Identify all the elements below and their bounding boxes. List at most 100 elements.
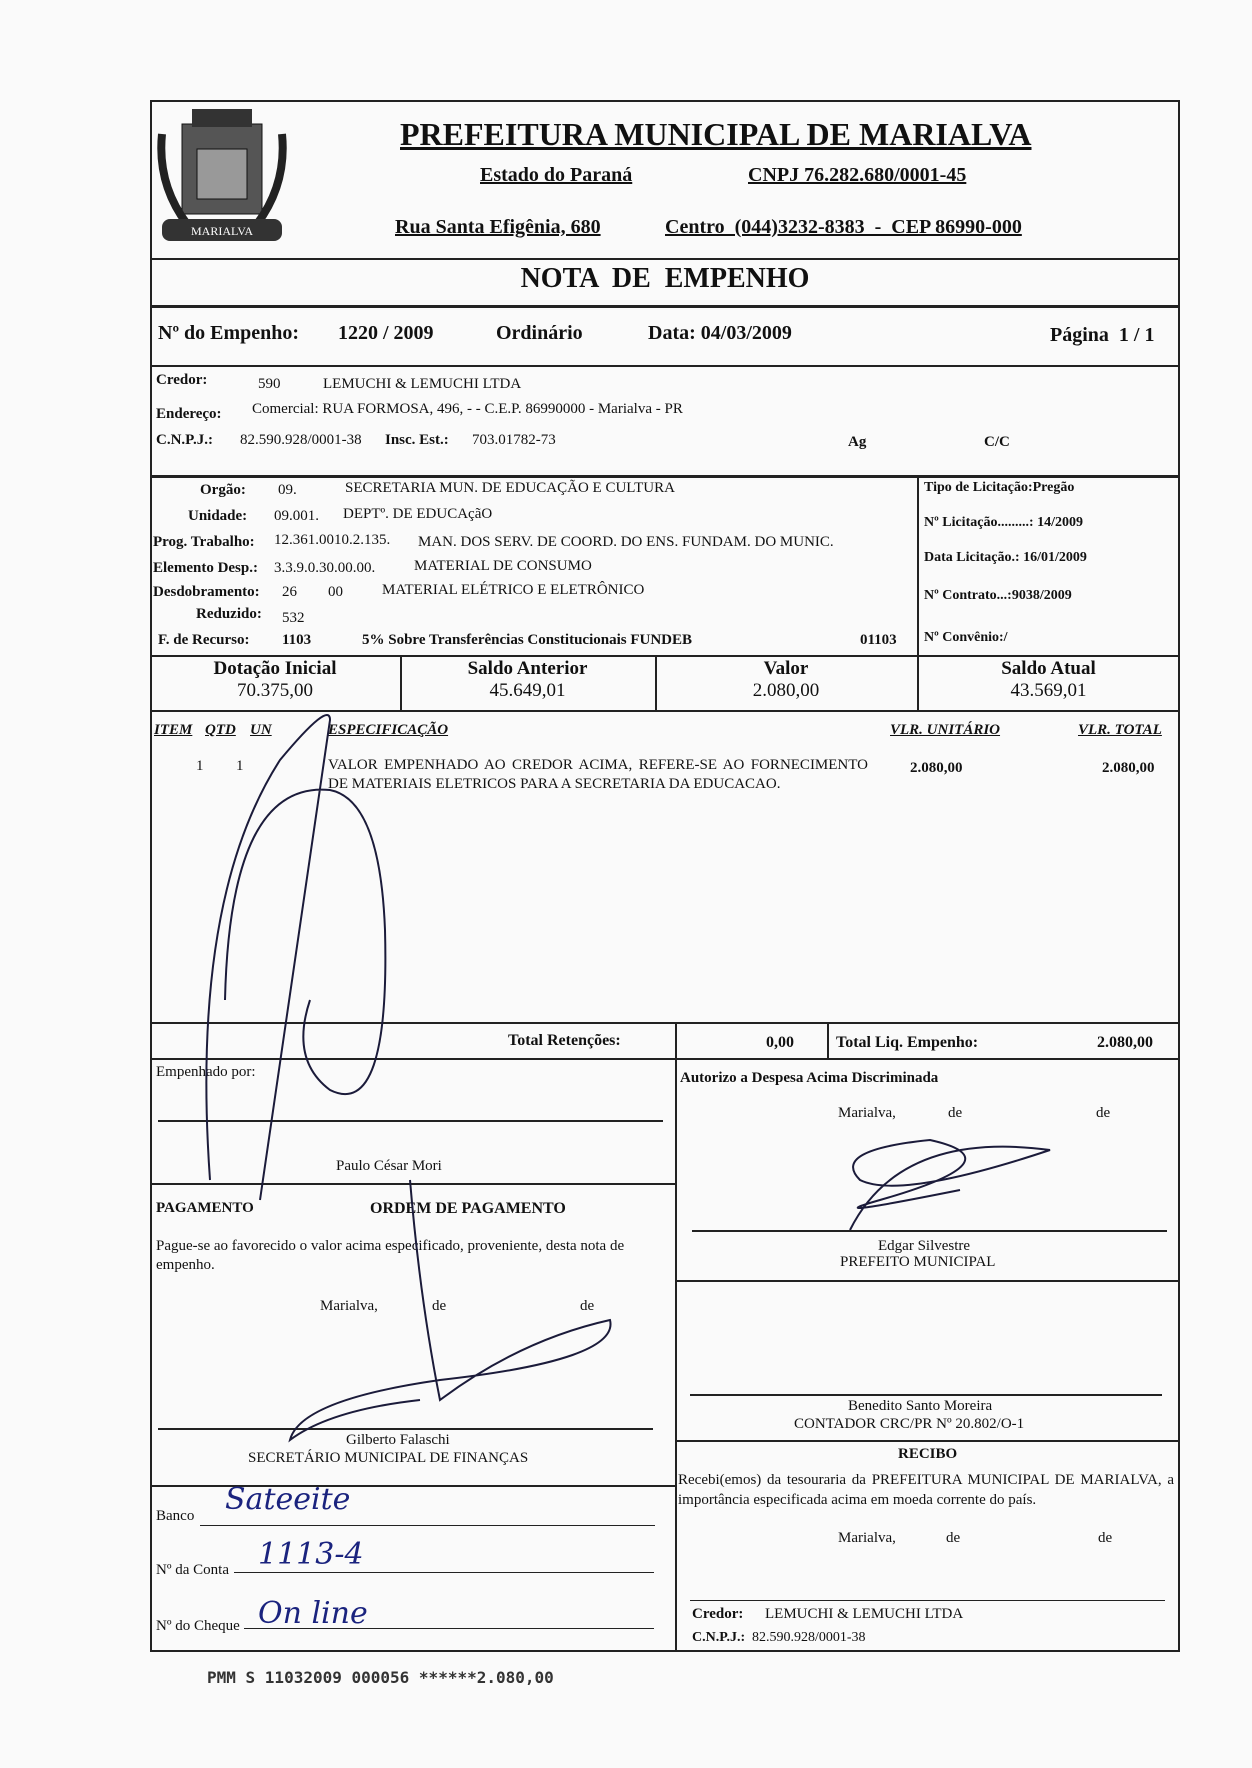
- financas-role: SECRETÁRIO MUNICIPAL DE FINANÇAS: [248, 1450, 529, 1466]
- saldo-anterior: Saldo Anterior 45.649,01: [400, 658, 655, 702]
- state: Estado do Paraná: [480, 164, 633, 186]
- recurso-code: 1103: [282, 632, 312, 648]
- tipo-licitacao: Tipo de Licitação:Pregão: [924, 480, 1075, 495]
- municipality-title: PREFEITURA MUNICIPAL DE MARIALVA: [400, 116, 1032, 152]
- saldo-dotacao-inicial: Dotação Inicial 70.375,00: [150, 658, 400, 702]
- desdobramento: MATERIAL ELÉTRICO E ELETRÔNICO: [382, 582, 645, 598]
- recibo-credor-label: Credor:: [692, 1606, 744, 1622]
- recurso-number: 01103: [860, 632, 897, 648]
- page-number: Página 1 / 1: [1050, 324, 1155, 346]
- ordem-pagamento-title: ORDEM DE PAGAMENTO: [370, 1200, 566, 1217]
- credor-cnpj: 82.590.928/0001-38: [240, 432, 362, 448]
- col-un: UN: [250, 722, 272, 738]
- retencoes-label: Total Retenções:: [508, 1032, 621, 1049]
- elemento-code: 3.3.9.0.30.00.00.: [274, 560, 376, 576]
- credor-address: Comercial: RUA FORMOSA, 496, - - C.E.P. …: [252, 401, 683, 417]
- recurso: 5% Sobre Transferências Constitucionais …: [362, 632, 693, 648]
- liquido-label: Total Liq. Empenho:: [836, 1034, 979, 1051]
- item-total-value: 2.080,00: [1102, 760, 1155, 776]
- credor-name: LEMUCHI & LEMUCHI LTDA: [323, 376, 522, 392]
- cnpj-label: C.N.P.J.:: [156, 432, 213, 448]
- elemento: MATERIAL DE CONSUMO: [414, 558, 592, 574]
- saldo-label: Valor: [763, 658, 809, 679]
- desdobramento-code: 26: [282, 584, 297, 600]
- pagamento-label: PAGAMENTO: [156, 1200, 254, 1216]
- cheque-field[interactable]: On line: [258, 1596, 368, 1631]
- recibo-credor: LEMUCHI & LEMUCHI LTDA: [765, 1606, 964, 1622]
- empenhado-name: Paulo César Mori: [336, 1158, 442, 1174]
- pagamento-de2: de: [580, 1298, 595, 1314]
- saldo-value: 45.649,01: [489, 680, 566, 701]
- autorizo-de1: de: [948, 1105, 963, 1121]
- saldo-atual: Saldo Atual 43.569,01: [917, 658, 1180, 702]
- header-address: Rua Santa Efigênia, 680: [395, 216, 601, 238]
- unidade: DEPTº. DE EDUCAçãO: [343, 506, 493, 522]
- col-spec: ESPECIFICAÇÃO: [328, 722, 449, 738]
- empenho-type: Ordinário: [496, 322, 583, 344]
- autorizo-place: Marialva,: [838, 1105, 896, 1121]
- saldo-value: 2.080,00: [752, 680, 820, 701]
- empenho-label: Nº do Empenho:: [158, 322, 300, 344]
- desdobramento-label: Desdobramento:: [153, 584, 260, 600]
- orgao-code: 09.: [278, 482, 297, 498]
- saldo-valor: Valor 2.080,00: [655, 658, 917, 702]
- item-unit-value: 2.080,00: [910, 760, 963, 776]
- conta-label: Nº da Conta: [156, 1562, 229, 1578]
- ie-label: Insc. Est.:: [385, 432, 449, 448]
- prefeito-name: Edgar Silvestre: [878, 1238, 971, 1254]
- form-frame: [150, 100, 1180, 1652]
- col-total: VLR. TOTAL: [1078, 722, 1162, 738]
- recurso-label: F. de Recurso:: [158, 632, 250, 648]
- liquido-value: 2.080,00: [1097, 1034, 1153, 1051]
- banco-label: Banco: [156, 1508, 195, 1524]
- numero-licitacao: Nº Licitação.........: 14/2009: [924, 515, 1083, 530]
- col-item: ITEM: [154, 722, 193, 738]
- autorizo-de2: de: [1096, 1105, 1111, 1121]
- saldo-label: Dotação Inicial: [213, 658, 337, 679]
- cashier-stamp: PMM S 11032009 000056 ******2.080,00: [207, 1668, 554, 1687]
- data-licitacao: Data Licitação.: 16/01/2009: [924, 550, 1087, 565]
- recibo-de1: de: [946, 1530, 961, 1546]
- pagamento-de1: de: [432, 1298, 447, 1314]
- recibo-text: Recebi(emos) da tesouraria da PREFEITURA…: [678, 1472, 1174, 1508]
- numero-contrato: Nº Contrato...:9038/2009: [924, 588, 1072, 603]
- item-spec: VALOR EMPENHADO AO CREDOR ACIMA, REFERE-…: [328, 757, 868, 792]
- prog-code: 12.361.0010.2.135.: [274, 532, 391, 548]
- empenho-date: Data: 04/03/2009: [648, 322, 792, 344]
- saldo-value: 70.375,00: [237, 680, 313, 701]
- unidade-label: Unidade:: [188, 508, 248, 524]
- recibo-title: RECIBO: [898, 1446, 958, 1462]
- pagamento-text: Pague-se ao favorecido o valor acima esp…: [156, 1238, 625, 1273]
- cc-label: C/C: [984, 434, 1010, 450]
- recibo-place: Marialva,: [838, 1530, 896, 1546]
- recibo-de2: de: [1098, 1530, 1113, 1546]
- col-qtd: QTD: [205, 722, 236, 738]
- orgao: SECRETARIA MUN. DE EDUCAÇÃO E CULTURA: [345, 480, 675, 496]
- numero-convenio: Nº Convênio:/: [924, 630, 1008, 645]
- item-qtd: 1: [236, 758, 244, 774]
- retencoes-value: 0,00: [766, 1034, 794, 1051]
- financas-name: Gilberto Falaschi: [346, 1432, 450, 1448]
- orgao-label: Orgão:: [200, 482, 246, 498]
- pagamento-place: Marialva,: [320, 1298, 378, 1314]
- unidade-code: 09.001.: [274, 508, 319, 524]
- credor-label: Credor:: [156, 372, 208, 388]
- credor-code: 590: [258, 376, 281, 392]
- header-cnpj: CNPJ 76.282.680/0001-45: [748, 164, 967, 186]
- item-number: 1: [196, 758, 204, 774]
- banco-field[interactable]: Sateeite: [225, 1482, 351, 1517]
- reduzido-label: Reduzido:: [196, 606, 262, 622]
- empenho-number: 1220 / 2009: [338, 322, 434, 344]
- address-label: Endereço:: [156, 406, 222, 422]
- contador-role: CONTADOR CRC/PR Nº 20.802/O-1: [794, 1416, 1025, 1432]
- recibo-cnpj: 82.590.928/0001-38: [752, 1630, 866, 1645]
- header-contact: Centro (044)3232-8383 - CEP 86990-000: [665, 216, 1022, 238]
- saldo-label: Saldo Atual: [1001, 658, 1096, 679]
- saldo-label: Saldo Anterior: [467, 658, 588, 679]
- conta-field[interactable]: 1113-4: [258, 1537, 364, 1572]
- document-title: NOTA DE EMPENHO: [520, 263, 810, 294]
- desdobramento-sub: 00: [328, 584, 343, 600]
- ag-label: Ag: [848, 434, 867, 450]
- contador-name: Benedito Santo Moreira: [848, 1398, 993, 1414]
